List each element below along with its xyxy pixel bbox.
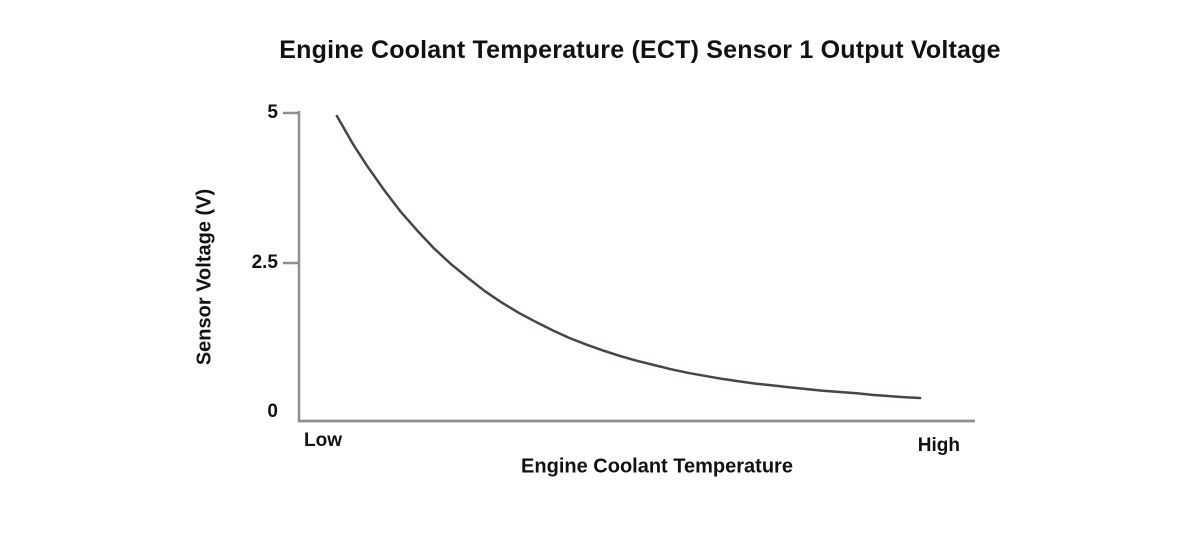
chart-title: Engine Coolant Temperature (ECT) Sensor … (279, 36, 1001, 64)
x-axis-title: Engine Coolant Temperature (521, 455, 793, 478)
x-tick-label-high: High (917, 435, 960, 456)
y-tick-label-2-5: 2.5 (251, 252, 278, 273)
y-tick-label-5: 5 (267, 102, 278, 123)
ect-voltage-curve (335, 114, 922, 400)
y-tick-label-0: 0 (267, 401, 278, 422)
x-tick-label-low: Low (304, 430, 342, 451)
